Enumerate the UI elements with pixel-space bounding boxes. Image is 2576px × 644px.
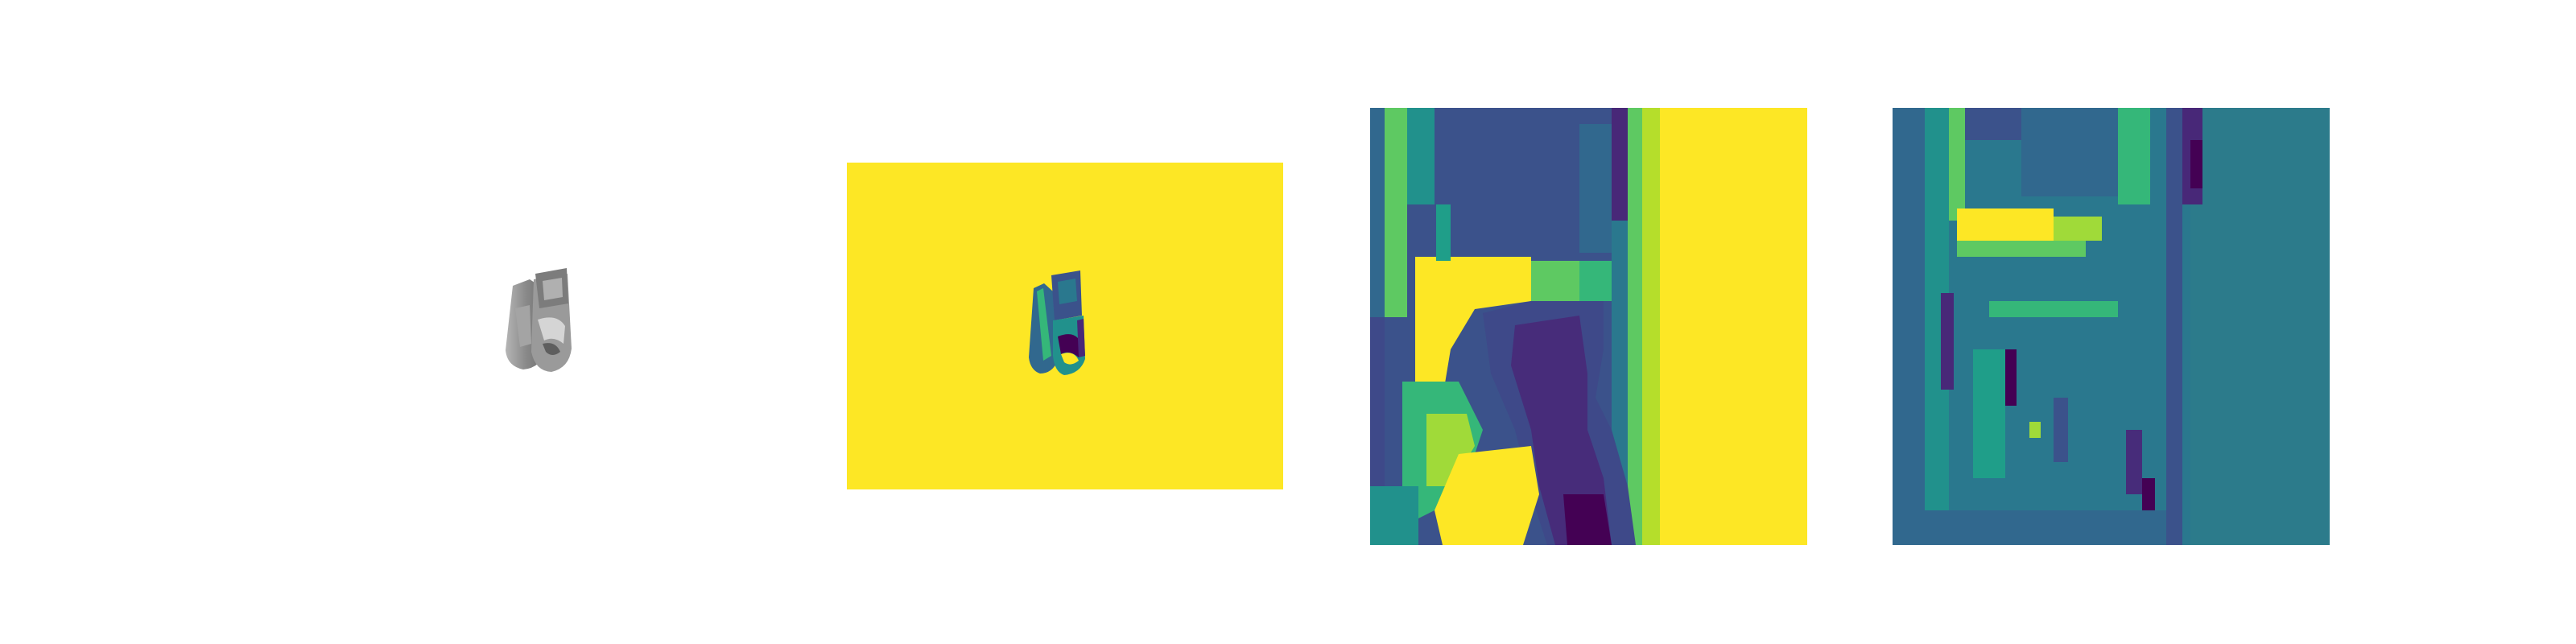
grayscale-render-panel [402, 109, 837, 543]
depth-crop-panel [1370, 108, 1807, 545]
depth-image-panel [847, 163, 1283, 489]
depth-image [847, 163, 1283, 489]
depth-crop-image [1370, 108, 1807, 545]
feature-map-image [1893, 108, 2330, 545]
grayscale-object-image [506, 268, 572, 372]
feature-map-panel [1893, 108, 2330, 545]
